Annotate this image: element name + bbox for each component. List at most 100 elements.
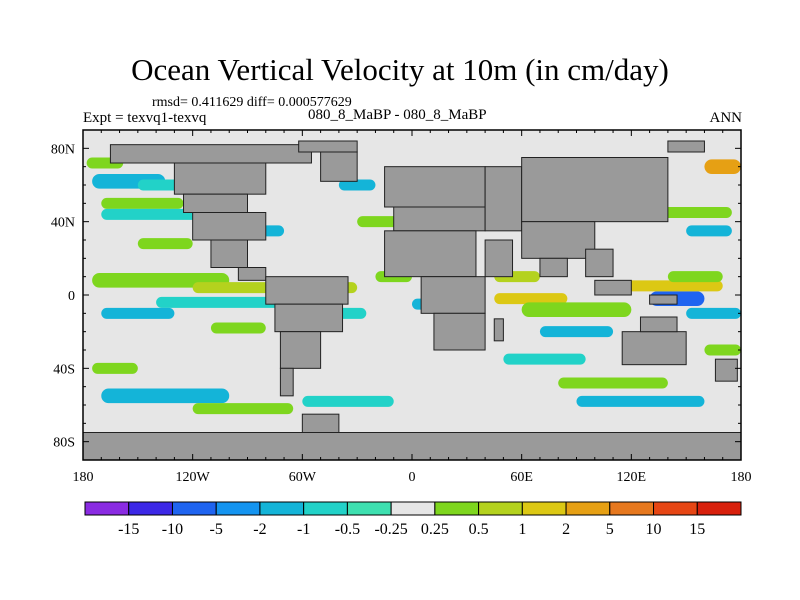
chart-title: Ocean Vertical Velocity at 10m (in cm/da… — [131, 52, 669, 87]
land-mass — [649, 294, 678, 305]
x-tick-label: 60E — [510, 470, 533, 485]
velocity-band — [192, 403, 294, 415]
land-mass — [301, 413, 340, 433]
land-mass — [298, 140, 358, 153]
season-label: ANN — [709, 110, 743, 126]
land-mass — [384, 230, 477, 278]
colorbar-label: 0.5 — [469, 521, 489, 538]
colorbar-swatch — [434, 501, 480, 516]
velocity-band — [302, 395, 394, 407]
land-mass — [493, 318, 504, 342]
colorbar: -15 -10 -5 -2 -1 -0.5 -0.25 0.25 0.5 1 2 5 10 15 — [84, 501, 742, 538]
land-mass — [183, 193, 248, 214]
x-axis: 180 120W 60W 0 60E 120E 180 — [73, 130, 752, 485]
velocity-band — [686, 307, 741, 319]
colorbar-label: -5 — [210, 521, 223, 538]
colorbar-swatch — [128, 501, 173, 516]
land-mass — [393, 206, 486, 232]
colorbar-swatch — [303, 501, 348, 516]
colorbar-label: -1 — [297, 521, 310, 538]
colorbar-label: 10 — [646, 521, 662, 538]
y-tick-label: 40S — [53, 362, 75, 377]
y-tick-label: 80S — [53, 436, 75, 451]
land-mass — [521, 157, 669, 223]
colorbar-label: -0.5 — [335, 521, 360, 538]
land-mass — [279, 367, 294, 397]
colorbar-swatch — [696, 501, 742, 516]
land-mass — [667, 140, 705, 153]
velocity-band — [357, 216, 403, 228]
colorbar-swatch — [259, 501, 305, 516]
colorbar-label: -15 — [118, 521, 139, 538]
land-mass — [484, 239, 514, 278]
experiment-label: Expt = texvq1-texvq — [83, 110, 207, 126]
velocity-band — [576, 395, 705, 407]
colorbar-swatch — [390, 501, 436, 516]
velocity-band — [137, 238, 193, 250]
velocity-band — [92, 362, 138, 374]
y-tick-label: 80N — [51, 142, 75, 157]
x-tick-label: 180 — [731, 470, 752, 485]
land-mass — [420, 276, 486, 314]
velocity-band — [101, 197, 184, 209]
velocity-band — [667, 271, 723, 283]
land-mass — [594, 279, 632, 296]
y-axis: 80N 40N 0 40S 80S — [51, 142, 741, 451]
land-mass — [192, 212, 267, 241]
land-mass — [433, 312, 486, 351]
colorbar-swatch — [609, 501, 655, 516]
x-tick-label: 120E — [617, 470, 647, 485]
colorbar-label: 15 — [689, 521, 705, 538]
x-tick-label: 180 — [73, 470, 94, 485]
colorbar-swatch — [565, 501, 611, 516]
velocity-band — [539, 326, 614, 338]
velocity-band — [649, 207, 732, 218]
y-tick-label: 0 — [68, 289, 75, 304]
land-mass — [279, 331, 322, 369]
land-mass — [539, 257, 568, 278]
colorbar-label: 0.25 — [421, 521, 449, 538]
land-mass — [585, 248, 614, 278]
land-mass — [274, 303, 344, 333]
x-tick-label: 0 — [409, 470, 416, 485]
land-mass — [210, 239, 248, 268]
velocity-band — [101, 388, 230, 404]
colorbar-label: -2 — [253, 521, 266, 538]
y-tick-label: 40N — [51, 216, 75, 231]
velocity-band — [686, 225, 732, 237]
colorbar-swatch — [478, 501, 523, 516]
land-mass — [621, 331, 687, 366]
land-mass — [265, 276, 349, 305]
colorbar-label: 5 — [606, 521, 614, 538]
x-tick-label: 60W — [289, 470, 317, 485]
velocity-band — [558, 377, 668, 389]
stats-line: rmsd= 0.411629 diff= 0.000577629 — [152, 95, 352, 110]
velocity-band — [521, 302, 632, 317]
colorbar-label: -0.25 — [374, 521, 407, 538]
colorbar-swatch — [521, 501, 567, 516]
velocity-band — [101, 307, 175, 319]
colorbar-swatch — [346, 501, 392, 516]
land-mass — [384, 166, 486, 208]
velocity-band — [704, 344, 741, 356]
velocity-band — [704, 159, 741, 174]
land-mass — [714, 358, 738, 382]
land-mass — [237, 267, 267, 281]
x-tick-label: 120W — [176, 470, 211, 485]
colorbar-swatch — [171, 501, 217, 516]
colorbar-swatch — [215, 501, 261, 516]
velocity-band — [156, 296, 285, 308]
land-mass — [484, 166, 523, 232]
velocity-band — [613, 280, 723, 292]
velocity-band — [503, 353, 586, 365]
land-mass — [109, 144, 312, 164]
land-mass — [320, 151, 358, 182]
colorbar-swatch — [84, 501, 130, 516]
velocity-band — [338, 179, 376, 191]
colorbar-swatch — [653, 501, 698, 516]
colorbar-label: 1 — [518, 521, 526, 538]
experiment-name: 080_8_MaBP - 080_8_MaBP — [308, 107, 487, 123]
velocity-band — [494, 293, 568, 305]
colorbar-label: -10 — [162, 521, 183, 538]
